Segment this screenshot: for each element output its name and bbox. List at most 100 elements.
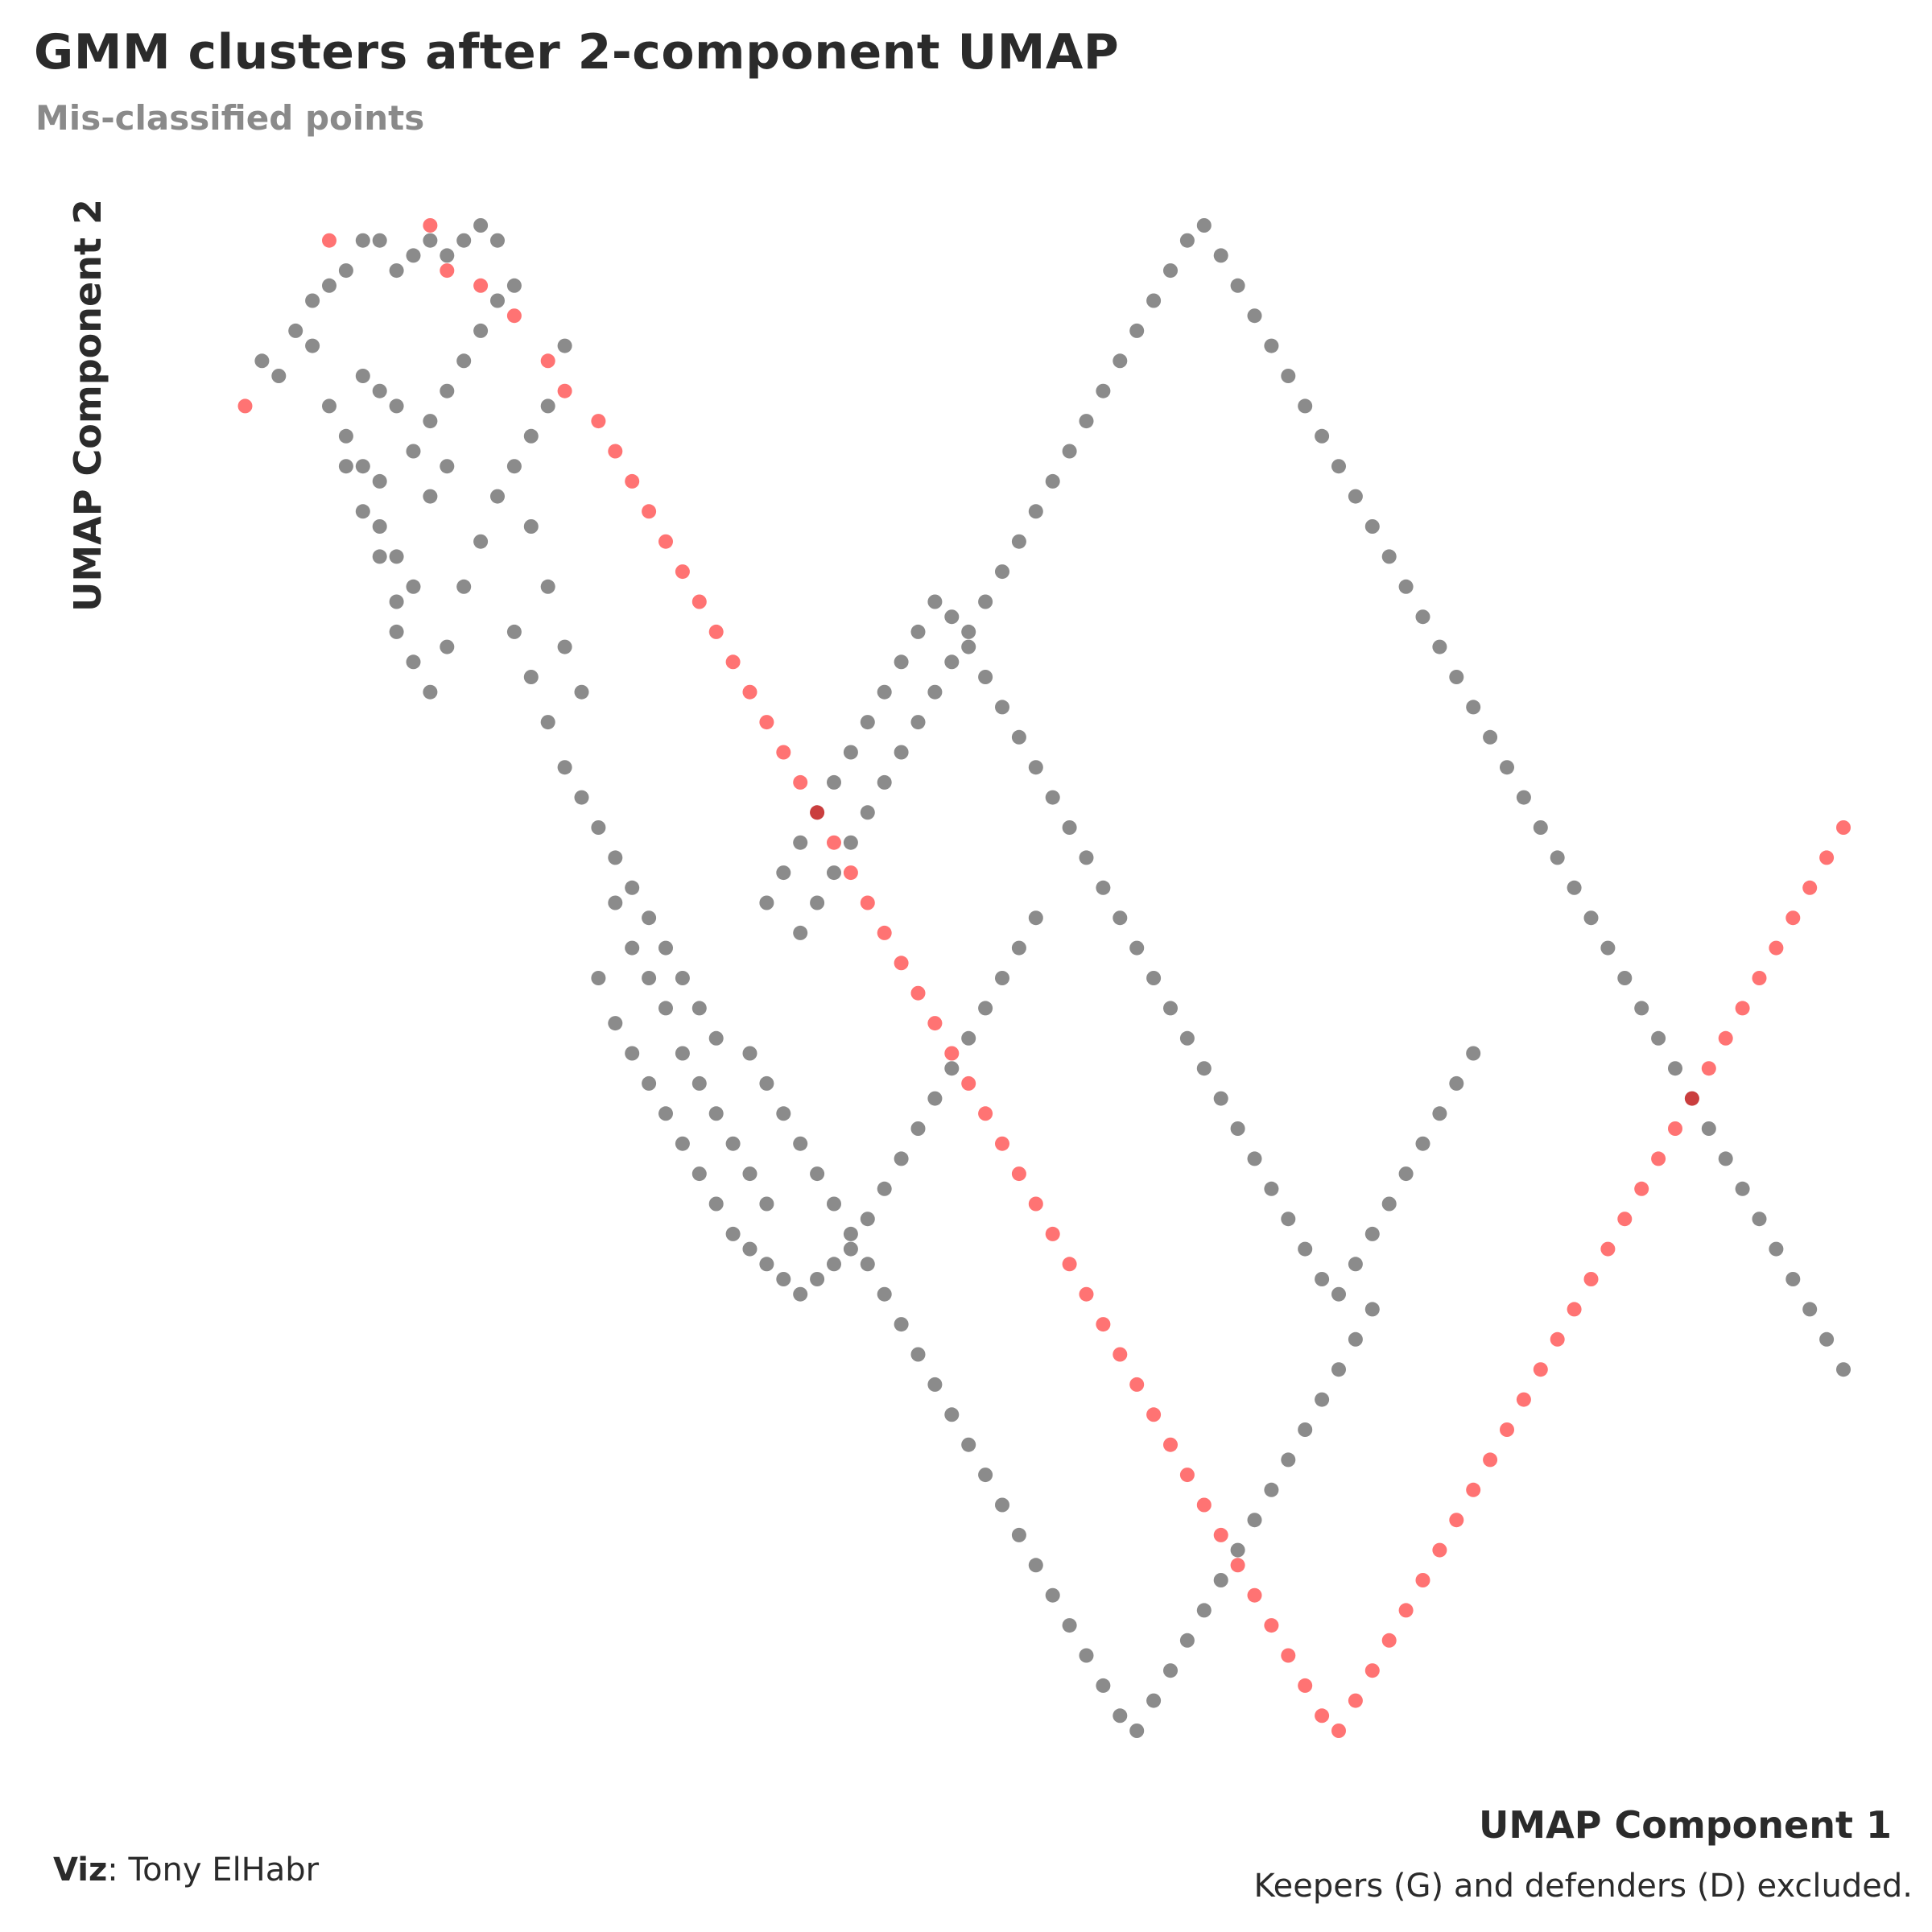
point-correct (1247, 308, 1262, 324)
point-correct (978, 670, 993, 684)
point-misclassified (1785, 910, 1801, 926)
point-misclassified (1129, 1377, 1145, 1392)
point-correct (1146, 293, 1162, 308)
point-correct (1802, 1302, 1818, 1317)
point-misclassified (1415, 1573, 1430, 1587)
chart-title: GMM clusters after 2-component UMAP (34, 24, 1120, 80)
point-correct (1196, 218, 1212, 233)
point-correct (1364, 1226, 1380, 1241)
point-correct (860, 805, 875, 820)
point-correct (1466, 1046, 1481, 1061)
point-correct (1264, 1482, 1279, 1497)
point-misclassified (1466, 1482, 1481, 1497)
point-correct (1634, 1001, 1649, 1016)
point-correct (1281, 1452, 1296, 1468)
point-correct (1179, 1030, 1195, 1046)
point-correct (927, 1091, 943, 1106)
point-correct (1113, 1708, 1128, 1724)
point-correct (591, 820, 606, 835)
point-correct (642, 1075, 657, 1091)
point-correct (1113, 910, 1128, 926)
point-misclassified (691, 594, 707, 609)
point-misclassified (1483, 1452, 1498, 1468)
point-correct (995, 564, 1009, 580)
point-misclassified (1179, 1468, 1195, 1483)
point-correct (742, 1241, 758, 1257)
point-correct (1348, 1257, 1363, 1272)
point-misclassified (625, 473, 640, 489)
point-correct (1364, 519, 1380, 534)
point-misclassified (675, 564, 690, 580)
point-misclassified (473, 278, 489, 293)
point-misclassified (1298, 1678, 1313, 1693)
point-correct (793, 1286, 808, 1302)
point-correct (877, 1286, 892, 1302)
point-correct (894, 745, 909, 760)
point-correct (708, 1030, 724, 1046)
point-correct (1516, 790, 1531, 805)
point-correct (894, 1317, 909, 1332)
point-correct (1752, 1212, 1767, 1227)
point-correct (1028, 1558, 1043, 1573)
point-correct (827, 865, 841, 881)
point-misclassified (440, 263, 455, 279)
point-correct (271, 369, 287, 383)
point-correct (1230, 1121, 1245, 1136)
point-correct (389, 398, 404, 414)
point-correct (456, 579, 472, 594)
point-correct (523, 519, 539, 534)
point-misclassified (1651, 1151, 1666, 1166)
point-correct (1567, 880, 1582, 895)
chart-subtitle: Mis-classified points (35, 98, 425, 138)
point-correct (1179, 233, 1195, 248)
point-correct (978, 594, 993, 609)
point-correct (910, 624, 926, 639)
point-misclassified (1163, 1437, 1178, 1452)
point-correct (1096, 880, 1111, 895)
point-correct (1079, 850, 1094, 865)
point-correct (1364, 1302, 1380, 1317)
point-correct (658, 940, 673, 956)
point-correct (423, 489, 438, 504)
point-correct (372, 473, 387, 489)
point-correct (355, 459, 370, 474)
point-correct (473, 218, 489, 233)
point-correct (776, 865, 791, 881)
point-correct (322, 398, 336, 414)
point-correct (1146, 1693, 1162, 1708)
point-correct (1398, 1166, 1414, 1182)
point-correct (1096, 1678, 1111, 1693)
point-correct (978, 1001, 993, 1016)
point-misclassified (1315, 1708, 1330, 1724)
point-correct (1264, 338, 1279, 353)
point-correct (1129, 940, 1145, 956)
point-correct (894, 654, 909, 670)
point-misclassified (1028, 1196, 1043, 1212)
point-misclassified (1500, 1422, 1514, 1437)
point-correct (658, 1106, 673, 1121)
point-correct (1247, 1151, 1262, 1166)
point-misclassified (894, 956, 909, 971)
point-correct (910, 1347, 926, 1362)
point-correct (1062, 1618, 1077, 1633)
point-correct (1011, 534, 1026, 549)
point-correct (1836, 1362, 1851, 1377)
point-correct (860, 1257, 875, 1272)
point-misclassified (1264, 1618, 1279, 1633)
point-misclassified (843, 865, 858, 881)
point-correct (1432, 639, 1447, 654)
point-misclassified (1381, 1633, 1397, 1648)
point-correct (1819, 1331, 1835, 1347)
point-correct (1617, 971, 1633, 985)
point-correct (1113, 353, 1128, 369)
point-correct (423, 233, 438, 248)
point-correct (1196, 1603, 1212, 1618)
point-correct (1651, 1030, 1666, 1046)
point-correct (540, 579, 555, 594)
point-correct (1096, 383, 1111, 398)
point-correct (440, 248, 455, 263)
point-correct (1213, 1091, 1228, 1106)
point-correct (1129, 323, 1145, 338)
point-correct (1718, 1151, 1733, 1166)
